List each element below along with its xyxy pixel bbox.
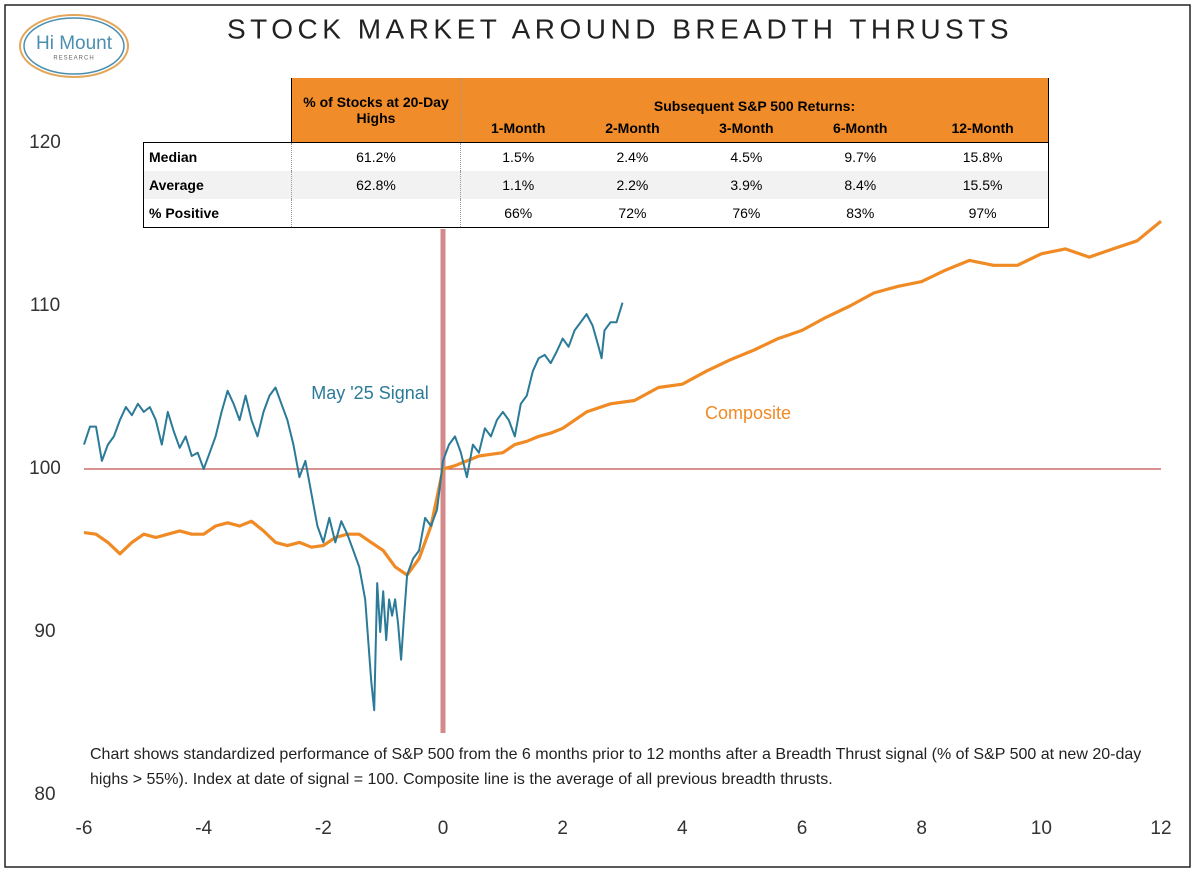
table-row: 1-Month 2-Month 3-Month 6-Month 12-Month bbox=[144, 114, 1050, 143]
stats-table: % of Stocks at 20-Day Highs Subsequent S&… bbox=[143, 78, 1050, 228]
table-cell: 2-Month bbox=[575, 114, 690, 143]
table-row: % of Stocks at 20-Day Highs Subsequent S&… bbox=[143, 78, 1049, 143]
table-cell: 3.9% bbox=[689, 171, 804, 199]
y-tick-label: 120 bbox=[29, 132, 61, 153]
x-tick-label: 2 bbox=[557, 818, 568, 839]
table-cell: 12-Month bbox=[917, 114, 1050, 143]
table-cell: 66% bbox=[460, 199, 576, 228]
x-tick-label: 12 bbox=[1150, 818, 1171, 839]
table-cell: 6-Month bbox=[803, 114, 918, 143]
table-cell: 62.8% bbox=[291, 171, 461, 199]
table-cell: 76% bbox=[689, 199, 804, 228]
x-tick-label: 4 bbox=[677, 818, 688, 839]
y-tick-label: 110 bbox=[30, 295, 60, 316]
table-cell: Subsequent S&P 500 Returns: bbox=[460, 78, 1049, 114]
table-cell: Average bbox=[143, 171, 292, 199]
table-cell bbox=[291, 199, 461, 228]
x-tick-label: 10 bbox=[1031, 818, 1052, 839]
y-tick-label: 80 bbox=[34, 784, 55, 805]
y-tick-label: 100 bbox=[29, 458, 61, 479]
table-cell: 2.4% bbox=[575, 142, 690, 171]
table-cell: 72% bbox=[575, 199, 690, 228]
logo-ring bbox=[23, 17, 125, 75]
logo-tagline: RESEARCH bbox=[53, 56, 94, 62]
logo-ring bbox=[19, 14, 129, 78]
chart-title: STOCK MARKET AROUND BREADTH THRUSTS bbox=[227, 13, 1013, 44]
table-cell: 15.5% bbox=[917, 171, 1050, 199]
table-cell: 15.8% bbox=[917, 142, 1050, 171]
table-cell: 1.5% bbox=[460, 142, 576, 171]
table-cell: Median bbox=[143, 142, 292, 171]
table-cell bbox=[143, 78, 292, 143]
table-cell: 1.1% bbox=[460, 171, 576, 199]
series-label: Composite bbox=[705, 403, 791, 423]
table-cell: % Positive bbox=[143, 199, 292, 228]
table-cell: 1-Month bbox=[460, 114, 576, 143]
table-cell: 9.7% bbox=[803, 142, 918, 171]
table-cell: 2.2% bbox=[575, 171, 690, 199]
chart-note: Chart shows standardized performance of … bbox=[90, 746, 1142, 788]
table-row: % Positive 66% 72% 76% 83% 97% bbox=[143, 199, 1050, 228]
table-cell: 83% bbox=[803, 199, 918, 228]
table-cell: 61.2% bbox=[291, 142, 461, 171]
series-line bbox=[83, 302, 624, 712]
y-tick-label: 90 bbox=[34, 621, 55, 642]
x-tick-label: 8 bbox=[916, 818, 927, 839]
table-cell: % of Stocks at 20-Day Highs bbox=[291, 78, 461, 143]
table-row: Average 62.8% 1.1% 2.2% 3.9% 8.4% 15.5% bbox=[143, 171, 1050, 199]
table-cell: 3-Month bbox=[689, 114, 804, 143]
series-label: May '25 Signal bbox=[311, 383, 429, 403]
table-row: Median 61.2% 1.5% 2.4% 4.5% 9.7% 15.8% bbox=[143, 142, 1050, 171]
x-tick-label: 6 bbox=[797, 818, 808, 839]
table-cell: 4.5% bbox=[689, 142, 804, 171]
x-tick-label: -4 bbox=[195, 818, 212, 839]
table-cell: 8.4% bbox=[803, 171, 918, 199]
series-line bbox=[83, 219, 1163, 577]
logo-name: Hi Mount bbox=[36, 33, 113, 54]
x-tick-label: -6 bbox=[76, 818, 93, 839]
table-cell: 97% bbox=[917, 199, 1050, 228]
x-tick-label: -2 bbox=[315, 818, 332, 839]
x-tick-label: 0 bbox=[438, 818, 449, 839]
